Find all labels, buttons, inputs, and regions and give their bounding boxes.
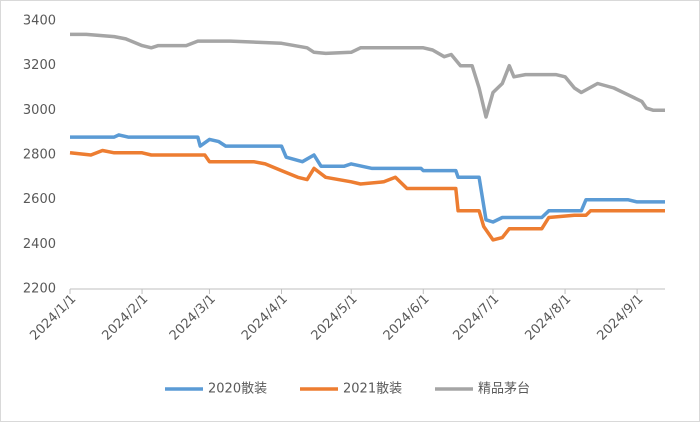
series-line	[70, 133, 665, 224]
series-line	[69, 148, 665, 242]
legend-label: 2020散装	[208, 382, 267, 397]
y-tick-label: 3400	[23, 14, 56, 29]
y-tick-label: 3000	[23, 103, 56, 118]
legend-label: 2021散装	[343, 382, 402, 397]
legend-label: 精品茅台	[478, 382, 530, 397]
y-tick-label: 2600	[23, 192, 56, 207]
series-line	[70, 32, 665, 119]
y-tick-label: 2200	[23, 282, 56, 297]
y-tick-label: 2400	[23, 237, 56, 252]
y-tick-label: 2800	[23, 148, 56, 163]
y-tick-label: 3200	[23, 58, 56, 73]
